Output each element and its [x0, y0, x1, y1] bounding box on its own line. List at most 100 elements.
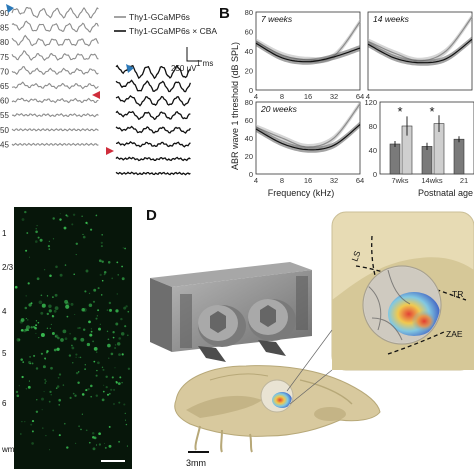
y-tick-label: 0	[249, 86, 253, 95]
layer-label: 6	[2, 399, 7, 408]
sound-level-label: 60	[0, 97, 9, 106]
layer-label: 4	[2, 307, 7, 316]
y-tick-label: 60	[245, 28, 253, 37]
gray-abr-trace	[11, 20, 99, 33]
zoom-connector	[286, 329, 333, 392]
y-tick-label: 0	[249, 170, 253, 179]
blue-arrow-icon	[126, 64, 134, 73]
sound-level-label: 85	[0, 24, 9, 33]
x-tick-label: 64	[356, 92, 364, 101]
x-tick-label: 16	[304, 92, 312, 101]
black-abr-trace	[115, 94, 191, 107]
y-tick-label: 80	[245, 98, 253, 107]
gray-abr-trace	[11, 81, 99, 90]
plot-frame	[255, 101, 361, 175]
gray-abr-trace	[11, 34, 99, 47]
scale-amplitude-label: 250 μV	[171, 64, 197, 73]
x-tick-label: 4	[366, 92, 370, 101]
gray-abr-trace	[11, 142, 99, 147]
clamp-arm-left	[198, 346, 226, 362]
tr-label: TR	[452, 289, 463, 299]
legend-black-label: Thy1-GCaMP6s × CBA	[129, 26, 217, 36]
y-tick-label: 80	[369, 122, 377, 131]
gray-abr-trace	[11, 128, 99, 132]
red-arrow-icon	[106, 147, 114, 155]
series-line	[255, 42, 361, 63]
gray-abr-trace	[11, 65, 99, 76]
line-chart: 14 weeks 4	[366, 11, 473, 101]
labeled-neurons	[14, 210, 131, 451]
sound-level-label: 80	[0, 38, 9, 47]
skull-zoom-inset: LS TR ZAE	[286, 211, 474, 405]
black-abr-trace	[115, 156, 191, 162]
gray-abr-trace	[11, 6, 99, 19]
y-axis-label: ABR wave 1 threshold (dB SPL)	[230, 42, 240, 170]
sound-level-label: 45	[0, 140, 9, 149]
sound-level-labels: 90 85 80 75 70 65 60 55 50 45	[0, 9, 9, 149]
ls-label: LS	[349, 249, 362, 263]
series-error-band	[256, 18, 360, 64]
series-line	[255, 124, 361, 151]
bar	[421, 146, 433, 175]
cortical-layer-labels: 1 2/3 4 5 6 wm	[1, 229, 15, 454]
layer-label: 2/3	[2, 263, 14, 272]
y-tick-label: 0	[373, 170, 377, 179]
layer-label: 1	[2, 229, 7, 238]
sound-level-label: 70	[0, 67, 9, 76]
panel-d-letter: D	[146, 207, 157, 224]
y-tick-label: 20	[245, 152, 253, 161]
layer-label: wm	[1, 445, 15, 454]
bar-x-axis-label: Postnatal age	[418, 188, 473, 198]
layer-label: 5	[2, 349, 7, 358]
y-tick-label: 80	[245, 8, 253, 17]
bar	[453, 138, 465, 175]
head-clamp	[150, 262, 312, 362]
blue-arrow-icon	[6, 4, 14, 13]
plot-frame	[367, 11, 473, 91]
mouse-skull	[174, 365, 381, 453]
y-tick-label: 40	[245, 134, 253, 143]
scale-bar	[186, 47, 202, 62]
series-error-band	[256, 40, 360, 65]
screw-right-icon	[248, 299, 296, 341]
red-arrow-icon	[92, 91, 100, 99]
panel-c: 1 2/3 4 5 6 wm	[1, 207, 132, 469]
significance-star: *	[397, 104, 402, 119]
panel-a: 90 85 80 75 70 65 60 55 50 45 Thy1-GCaMP6s Thy1-G…	[0, 4, 217, 176]
panel-d: D	[146, 207, 474, 468]
y-tick-label: 20	[245, 67, 253, 76]
bar-chart: 0 40 80 120 7wks * 14wks * 21	[364, 98, 474, 185]
black-abr-trace	[115, 79, 192, 93]
panel-b: B ABR wave 1 threshold (dB SPL) Frequenc…	[219, 5, 474, 198]
y-tick-label: 120	[364, 98, 377, 107]
legend-gray-label: Thy1-GCaMP6s	[129, 12, 190, 22]
scale-time-label: 1 ms	[196, 59, 213, 68]
series-line	[367, 38, 473, 64]
zae-label: ZAE	[446, 329, 463, 339]
gray-abr-trace	[11, 50, 99, 62]
bar	[389, 143, 401, 175]
x-tick-label: 32	[330, 92, 338, 101]
skull-scale-label: 3mm	[186, 458, 206, 468]
zoom-connector	[289, 369, 333, 405]
x-tick-label: 21	[460, 176, 468, 185]
x-tick-label: 4	[254, 176, 258, 185]
x-tick-label: 4	[254, 92, 258, 101]
black-abr-trace	[115, 110, 191, 121]
x-tick-label: 16	[304, 176, 312, 185]
zae-line	[387, 331, 445, 355]
chart-title: 14 weeks	[373, 14, 410, 24]
screw-left-icon	[198, 305, 246, 347]
x-axis-label: Frequency (kHz)	[268, 188, 335, 198]
black-abr-trace	[115, 125, 191, 134]
sound-level-label: 90	[0, 9, 9, 18]
micrograph	[14, 207, 132, 469]
x-tick-label: 64	[356, 176, 364, 185]
black-abr-trace	[115, 171, 191, 176]
y-tick-label: 60	[245, 116, 253, 125]
gray-abr-trace	[11, 97, 99, 104]
